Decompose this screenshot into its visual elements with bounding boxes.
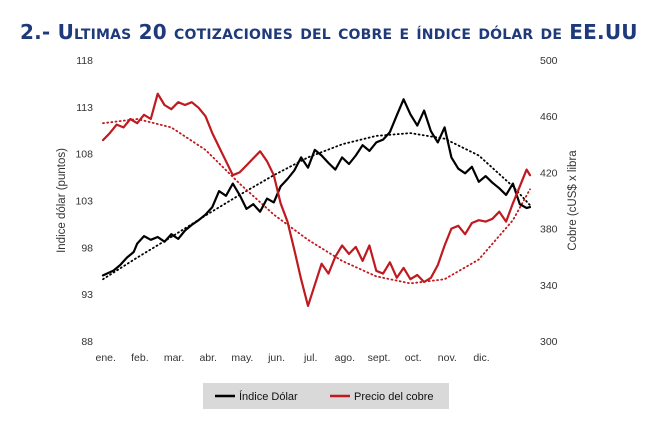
x-tick-label: jun. xyxy=(267,352,285,364)
series-line-dolar xyxy=(101,98,532,277)
left-tick-label: 118 xyxy=(76,55,93,67)
series-lines xyxy=(101,92,532,307)
x-tick-label: ago. xyxy=(335,352,355,364)
right-axis-label: Cobre (cUS$ x libra xyxy=(567,150,579,251)
left-axis-label: Indice dólar (puntos) xyxy=(56,148,68,253)
trend-line-cobre xyxy=(102,118,531,285)
x-tick-label: nov. xyxy=(438,352,457,364)
chart-legend: Índice Dólar Precio del cobre xyxy=(203,383,449,409)
x-tick-label: sept. xyxy=(368,352,391,364)
left-tick-label: 98 xyxy=(81,242,93,254)
right-tick-label: 460 xyxy=(540,111,558,123)
right-axis-ticks: 300 340 380 420 460 500 xyxy=(540,55,558,348)
right-tick-label: 500 xyxy=(540,55,558,67)
x-tick-label: dic. xyxy=(473,352,489,364)
left-tick-label: 88 xyxy=(81,336,93,348)
x-tick-label: mar. xyxy=(164,352,184,364)
x-tick-label: may. xyxy=(231,352,253,364)
left-tick-label: 103 xyxy=(75,196,93,208)
right-tick-label: 340 xyxy=(540,280,558,292)
right-tick-label: 300 xyxy=(540,336,558,348)
x-tick-label: oct. xyxy=(405,352,422,364)
x-axis-ticks: ene. feb. mar. abr. may. jun. jul. ago. sept. oct… xyxy=(96,352,490,364)
legend-label-dolar: Índice Dólar xyxy=(239,390,298,403)
x-tick-label: feb. xyxy=(131,352,149,364)
x-tick-label: abr. xyxy=(199,352,217,364)
x-tick-label: jul. xyxy=(303,352,317,364)
left-tick-label: 113 xyxy=(76,102,93,114)
legend-label-cobre: Precio del cobre xyxy=(354,391,434,403)
right-tick-label: 420 xyxy=(540,167,558,179)
left-tick-label: 108 xyxy=(75,149,93,161)
legend-background xyxy=(203,383,449,409)
series-line-cobre xyxy=(101,92,532,307)
trend-line-dolar xyxy=(102,132,531,281)
left-axis-ticks: 88 93 98 103 108 113 118 xyxy=(75,55,93,348)
chart-title: 2.- Ultimas 20 cotizaciones del cobre e … xyxy=(20,20,638,44)
left-tick-label: 93 xyxy=(81,289,93,301)
right-tick-label: 380 xyxy=(540,224,558,236)
x-tick-label: ene. xyxy=(96,352,116,364)
